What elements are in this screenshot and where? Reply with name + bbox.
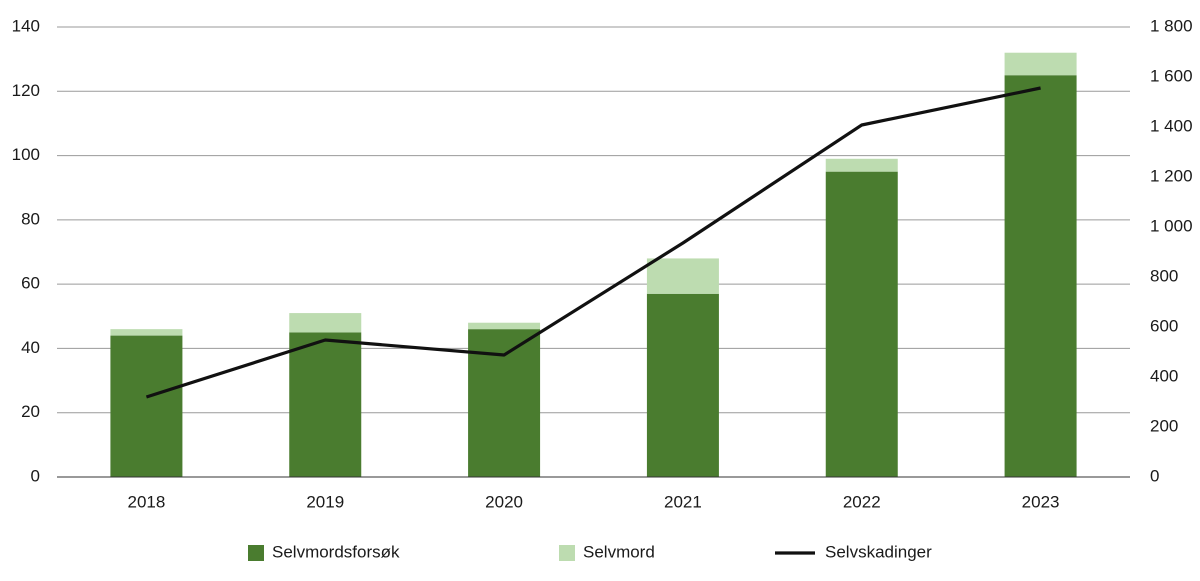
bar	[646, 293, 719, 477]
y2-tick-label: 800	[1150, 266, 1178, 285]
legend-swatch	[248, 545, 264, 561]
y2-tick-label: 400	[1150, 366, 1178, 385]
legend-label: Selvskadinger	[825, 542, 932, 561]
y2-tick-label: 600	[1150, 316, 1178, 335]
bar	[825, 158, 898, 172]
y-tick-label: 60	[21, 274, 40, 293]
y-tick-label: 100	[12, 145, 40, 164]
legend-label: Selvmord	[583, 542, 655, 561]
y2-tick-label: 0	[1150, 466, 1159, 485]
legend-swatch	[559, 545, 575, 561]
x-tick-label: 2023	[1022, 492, 1060, 511]
bar	[110, 329, 183, 336]
y-tick-label: 20	[21, 402, 40, 421]
bar	[646, 258, 719, 294]
y2-tick-label: 1 400	[1150, 116, 1193, 135]
x-tick-label: 2020	[485, 492, 523, 511]
bar	[825, 171, 898, 477]
bar	[1004, 52, 1077, 76]
line-series	[145, 86, 1041, 399]
y2-tick-label: 1 600	[1150, 66, 1193, 85]
y2-tick-label: 200	[1150, 416, 1178, 435]
x-tick-label: 2022	[843, 492, 881, 511]
legend-label: Selvmordsforsøk	[272, 542, 400, 561]
bar	[1004, 75, 1077, 477]
bar	[289, 313, 362, 333]
y2-tick-label: 1 000	[1150, 216, 1193, 235]
bar	[110, 335, 183, 477]
x-tick-label: 2019	[306, 492, 344, 511]
y-tick-label: 0	[31, 466, 40, 485]
y-tick-label: 120	[12, 81, 40, 100]
x-tick-label: 2021	[664, 492, 702, 511]
bar	[289, 332, 362, 477]
y2-tick-label: 1 800	[1150, 16, 1193, 35]
bar	[468, 322, 541, 330]
y-tick-label: 40	[21, 338, 40, 357]
y2-tick-label: 1 200	[1150, 166, 1193, 185]
x-tick-label: 2018	[128, 492, 166, 511]
y-tick-label: 80	[21, 209, 40, 228]
y-tick-label: 140	[12, 16, 40, 35]
